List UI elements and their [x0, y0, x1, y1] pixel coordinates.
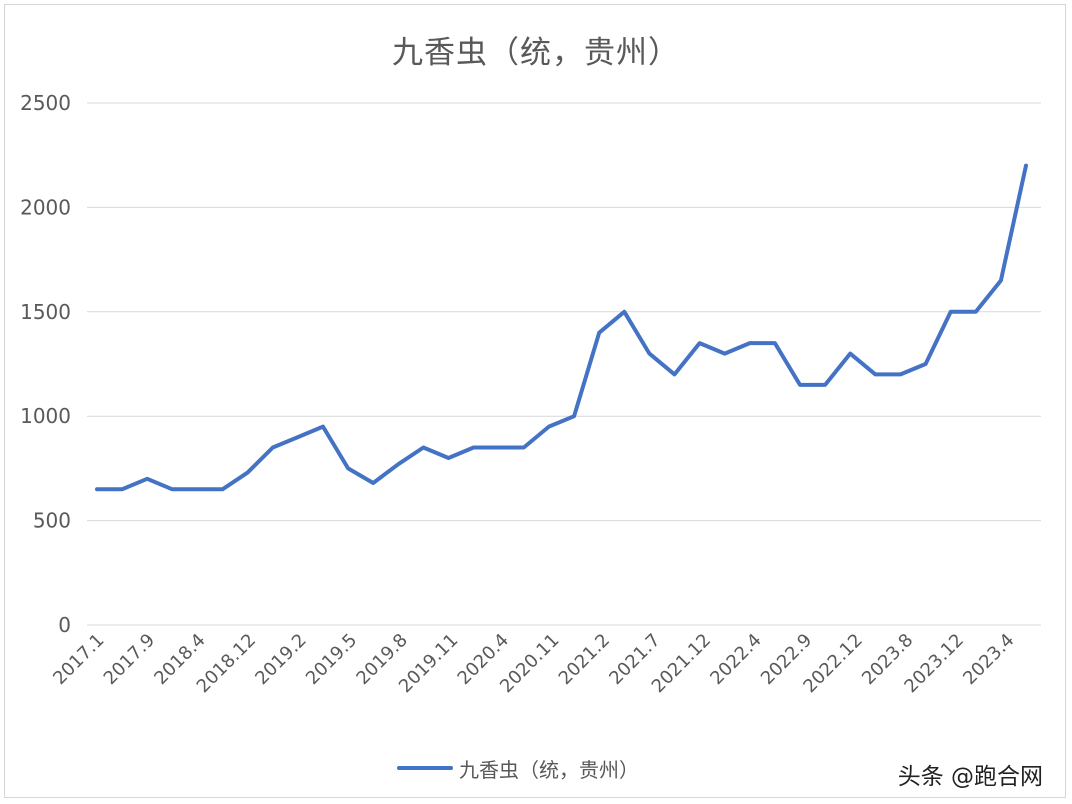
x-tick-label: 2019.2 — [251, 630, 310, 689]
y-tick-label: 0 — [58, 613, 71, 637]
y-tick-label: 2000 — [20, 195, 71, 219]
x-tick-label: 2017.9 — [100, 630, 159, 689]
chart-legend: 九香虫（统，贵州） — [397, 753, 639, 783]
y-tick-label: 2500 — [20, 91, 71, 115]
chart-plot: 050010001500200025002017.12017.92018.420… — [20, 91, 1041, 697]
x-tick-label: 2021.2 — [555, 630, 614, 689]
x-tick-label: 2019.5 — [302, 630, 361, 689]
y-tick-label: 1500 — [20, 300, 71, 324]
y-tick-label: 1000 — [20, 404, 71, 428]
x-tick-label: 2017.1 — [49, 630, 108, 689]
chart-frame: 九香虫（统，贵州） 0 500 1000 1500 2000 2500 2017.1 2017… — [4, 4, 1066, 798]
x-tick-label: 2022.4 — [706, 630, 765, 689]
x-tick-label: 2023.4 — [959, 630, 1018, 689]
chart-title: 九香虫（统，贵州） — [392, 35, 680, 71]
series-line — [95, 163, 1028, 492]
watermark: 头条 @跑合网 — [897, 764, 1043, 790]
legend-label: 九香虫（统，贵州） — [459, 757, 639, 782]
y-tick-label: 500 — [33, 509, 71, 533]
legend-swatch — [397, 766, 453, 770]
